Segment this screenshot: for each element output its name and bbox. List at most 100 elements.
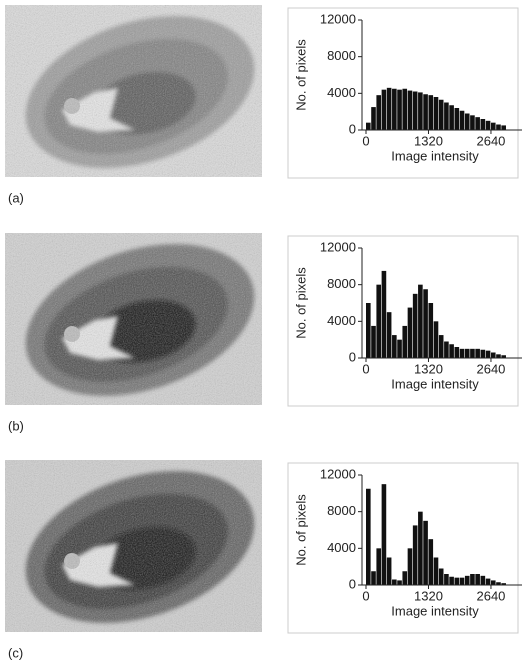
y-tick-label: 4000 [327,540,356,555]
x-tick-label: 1320 [414,361,443,376]
bar [392,579,397,585]
bar [376,548,382,585]
bar [475,574,480,585]
bar [496,124,501,130]
bar [397,89,402,130]
bar [418,284,423,358]
bar [433,321,439,358]
bar [444,102,449,130]
bar [376,284,382,358]
bar [402,571,408,585]
plot-frame [287,462,519,634]
bar [480,575,486,585]
bar [386,312,392,358]
bar [423,94,428,130]
x-tick-label: 2640 [476,588,505,603]
image [5,5,262,177]
y-tick-label: 12000 [320,11,356,26]
y-tick-label: 4000 [327,85,356,100]
bar [402,325,408,358]
bar [454,108,460,130]
bar [438,335,444,358]
bar [454,577,460,585]
x-tick-label: 0 [362,361,369,376]
bar [464,113,470,130]
bar [490,122,496,130]
bar [407,307,413,358]
panel-label: (c) [8,645,23,660]
bar [402,88,408,130]
bar [449,105,454,130]
bar [428,303,434,358]
y-axis-label: No. of pixels [293,494,308,566]
bar [459,577,465,585]
bar [485,350,491,358]
plot-frame [287,235,519,407]
y-tick-label: 0 [349,576,356,591]
bar [444,574,449,585]
bar [418,511,423,585]
x-tick-label: 1320 [414,133,443,148]
bar [412,525,418,585]
bar [371,571,376,585]
y-tick-label: 0 [349,121,356,136]
bar [480,119,486,130]
bar [428,539,434,585]
bar [386,557,392,585]
y-tick-label: 12000 [320,466,356,481]
x-tick-label: 2640 [476,133,505,148]
y-tick-label: 12000 [320,239,356,254]
bar [459,348,465,358]
bar [366,303,371,358]
bar [397,339,402,358]
bar [433,97,439,130]
x-tick-label: 0 [362,133,369,148]
bar [470,574,475,585]
bar [428,95,434,130]
image-noise [5,460,262,632]
bar [470,348,475,358]
bar [371,325,376,358]
bar [376,95,382,130]
bar [485,578,491,585]
x-axis-label: Image intensity [391,603,479,618]
x-tick-label: 0 [362,588,369,603]
bar [496,354,501,358]
bar [501,355,506,358]
bar [449,576,454,585]
bar [366,488,371,585]
panel-label: (b) [8,418,24,433]
y-tick-label: 8000 [327,503,356,518]
x-tick-label: 1320 [414,588,443,603]
bar [454,347,460,358]
y-axis-label: No. of pixels [293,267,308,339]
bar [485,120,491,130]
y-axis-label: No. of pixels [293,39,308,111]
bar [470,115,475,130]
bar [433,557,439,585]
bar [381,270,387,358]
bar [371,107,376,130]
x-axis-label: Image intensity [391,148,479,163]
y-tick-label: 8000 [327,48,356,63]
image [5,460,262,632]
bar [490,352,496,358]
image-noise [5,5,262,177]
bar [412,91,418,130]
bar [407,548,413,585]
x-tick-label: 2640 [476,361,505,376]
bar [423,289,428,358]
bar [386,87,392,130]
bar [397,580,402,585]
bar [490,580,496,585]
y-tick-label: 0 [349,349,356,364]
image [5,233,262,405]
bar [366,122,371,130]
bar [464,575,470,585]
bar [496,582,501,585]
bar [444,341,449,358]
bar [459,110,465,130]
